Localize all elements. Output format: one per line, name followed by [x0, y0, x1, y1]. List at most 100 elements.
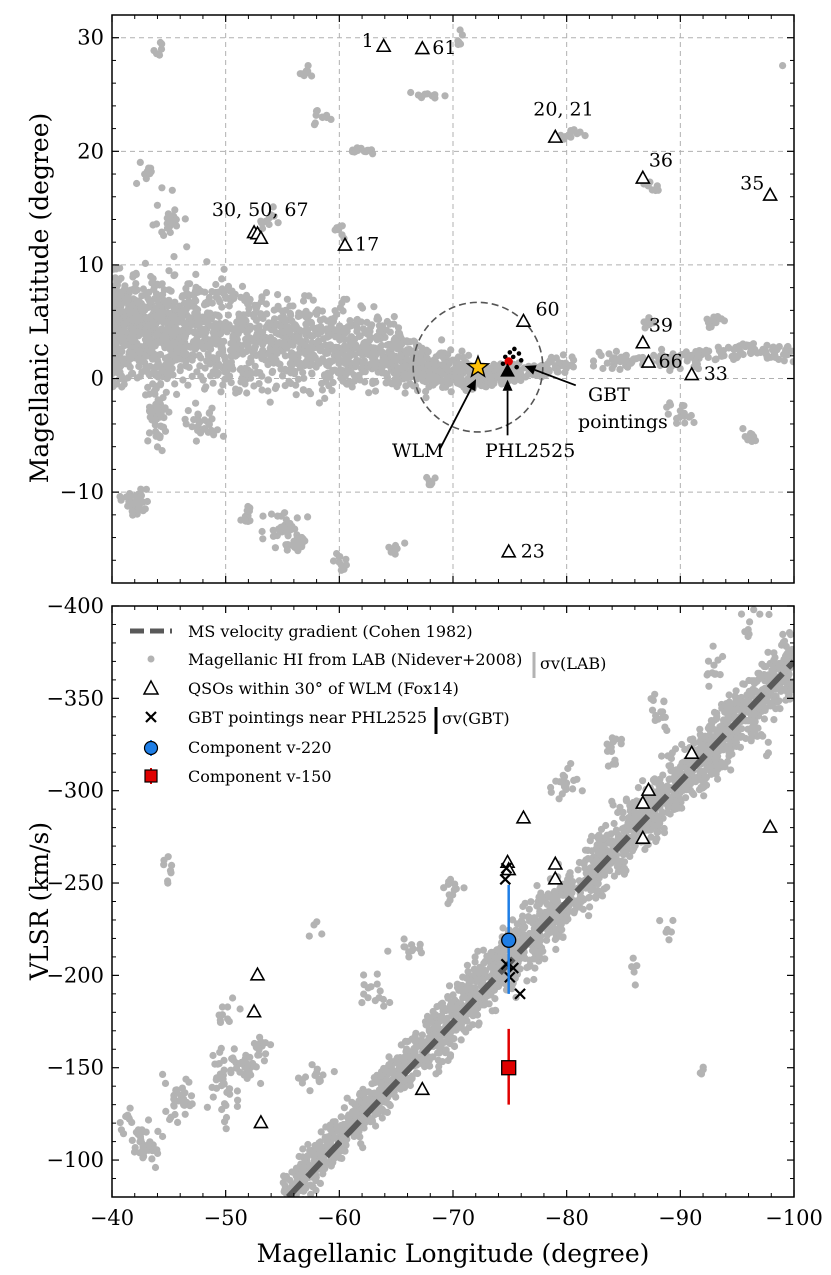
qso-triangle — [337, 236, 353, 251]
legend-comp220-swatch — [143, 740, 159, 756]
qso-label: 33 — [704, 363, 728, 385]
legend-comp220-label: Component v-220 — [188, 738, 332, 757]
top-panel: 1 61 20, 21 36 35 30, 50, 67 17 60 39 66 33 23 WLM PH… — [25, 14, 795, 584]
legend-comp150-label: Component v-150 — [188, 767, 332, 786]
x-tick-label: −80 — [545, 1206, 589, 1230]
qso-triangle — [634, 169, 651, 184]
qso-triangle — [762, 186, 778, 201]
x-tick-label: −100 — [765, 1206, 823, 1230]
legend-gradient-label: MS velocity gradient (Cohen 1982) — [188, 622, 473, 641]
legend-qso-label: QSOs within 30° of WLM (Fox14) — [188, 679, 459, 698]
bottom-y-tick-label: −250 — [46, 871, 104, 895]
gbt-pointing-cross — [514, 988, 526, 1000]
qso-label: 39 — [649, 314, 673, 336]
gbt-pointing-dot — [518, 358, 524, 363]
gbt-label-line2: pointings — [578, 411, 668, 433]
qso-triangle — [515, 312, 532, 327]
wlm-star — [465, 354, 491, 378]
qso-triangle — [414, 40, 431, 55]
phl2525-marker — [500, 363, 515, 377]
qso-triangle — [547, 855, 564, 870]
qso-triangle — [253, 1114, 269, 1129]
wlm-arrow — [438, 379, 477, 451]
gbt-pointing-dot — [500, 361, 506, 367]
component-v150-marker — [501, 1060, 517, 1076]
gbt-label-line1: GBT — [588, 384, 630, 406]
top-y-tick-label: 20 — [77, 139, 104, 163]
top-grid — [112, 15, 794, 583]
search-radius-circle — [412, 301, 544, 433]
qso-label: 61 — [432, 37, 456, 59]
legend-gbt-label: GBT pointings near PHL2525 — [188, 708, 427, 727]
legend-gbt-sigma-label: σv(GBT) — [442, 709, 510, 728]
legend-qso-swatch — [142, 679, 160, 695]
qso-label: 35 — [740, 173, 764, 195]
legend-gbt-swatch — [145, 711, 157, 723]
gbt-arrow — [524, 365, 577, 387]
qso-triangle — [683, 744, 700, 759]
qso-triangle — [634, 829, 651, 844]
top-y-tick-label: −10 — [60, 480, 104, 504]
qso-triangle — [762, 818, 778, 833]
top-lab-hi-points — [112, 26, 794, 574]
qso-label: 30, 50, 67 — [212, 199, 309, 221]
legend-lab-swatch — [147, 655, 155, 663]
bottom-y-tick-label: −400 — [46, 594, 104, 618]
gbt-pointing-dot — [510, 354, 516, 360]
qso-triangle — [547, 870, 564, 885]
wlm-arrow-head — [466, 379, 477, 392]
qso-triangle — [375, 37, 392, 53]
x-tick-label: −50 — [204, 1206, 248, 1230]
qso-triangle — [246, 1003, 262, 1018]
top-y-axis-title: Magellanic Latitude (degree) — [25, 113, 54, 484]
bottom-marks — [246, 659, 794, 1197]
qso-label: 36 — [649, 150, 673, 172]
gbt-pointing-dot — [512, 346, 517, 352]
bottom-ticks: −40 −50 −60 −70 −80 −90 −100 −100 −150 −200 −250 −3… — [46, 594, 823, 1230]
x-tick-label: −90 — [658, 1206, 702, 1230]
wlm-label: WLM — [392, 440, 444, 462]
bottom-y-tick-label: −150 — [46, 1056, 104, 1080]
x-axis-title: Magellanic Longitude (degree) — [257, 1239, 650, 1268]
bottom-lab-hi-points — [116, 606, 794, 1197]
qso-triangle — [683, 366, 700, 381]
gbt-pointing-dot — [514, 364, 519, 370]
qso-triangle — [414, 1080, 431, 1096]
gbt-pointing-dot — [516, 351, 522, 356]
qso-triangle — [640, 781, 657, 796]
bottom-y-tick-label: −100 — [46, 1148, 104, 1172]
legend: MS velocity gradient (Cohen 1982) Magell… — [130, 622, 606, 786]
qso-triangle — [634, 334, 651, 349]
bottom-panel: −40 −50 −60 −70 −80 −90 −100 −100 −150 −200 −250 −3… — [25, 594, 823, 1268]
legend-comp150-swatch — [144, 769, 158, 783]
qso-label: 60 — [535, 299, 559, 321]
qso-triangle — [253, 229, 269, 245]
phl2525-label: PHL2525 — [485, 440, 575, 462]
qso-triangle — [500, 543, 517, 558]
phl-arrow — [502, 379, 513, 436]
bottom-y-tick-label: −350 — [46, 686, 104, 710]
qso-triangle — [547, 128, 564, 143]
top-y-tick-label: 30 — [77, 26, 104, 50]
gbt-arrow-head — [524, 365, 537, 375]
gbt-pointing-cross — [500, 862, 513, 875]
top-marks — [246, 37, 778, 558]
legend-lab-label: Magellanic HI from LAB (Nidever+2008) — [188, 650, 522, 669]
ms-velocity-gradient-line — [286, 659, 794, 1197]
gbt-pointing-dot — [507, 350, 513, 355]
wlm-arrow-shaft — [438, 388, 472, 451]
qso-label: 66 — [659, 351, 683, 373]
top-y-tick-label: 0 — [91, 367, 104, 391]
gbt-arrow-shaft — [534, 369, 577, 387]
qso-label: 20, 21 — [533, 99, 593, 121]
qso-triangle — [515, 809, 532, 824]
gbt-pointing-cross — [499, 873, 512, 886]
qso-label: 23 — [521, 540, 545, 562]
x-tick-label: −60 — [317, 1206, 361, 1230]
qso-label: 1 — [362, 30, 374, 52]
legend-lab-sigma-label: σv(LAB) — [540, 654, 606, 673]
top-y-tick-label: 10 — [77, 253, 104, 277]
top-annotations: 1 61 20, 21 36 35 30, 50, 67 17 60 39 66 33 23 WLM PH… — [212, 30, 764, 563]
qso-label: 17 — [355, 234, 379, 256]
